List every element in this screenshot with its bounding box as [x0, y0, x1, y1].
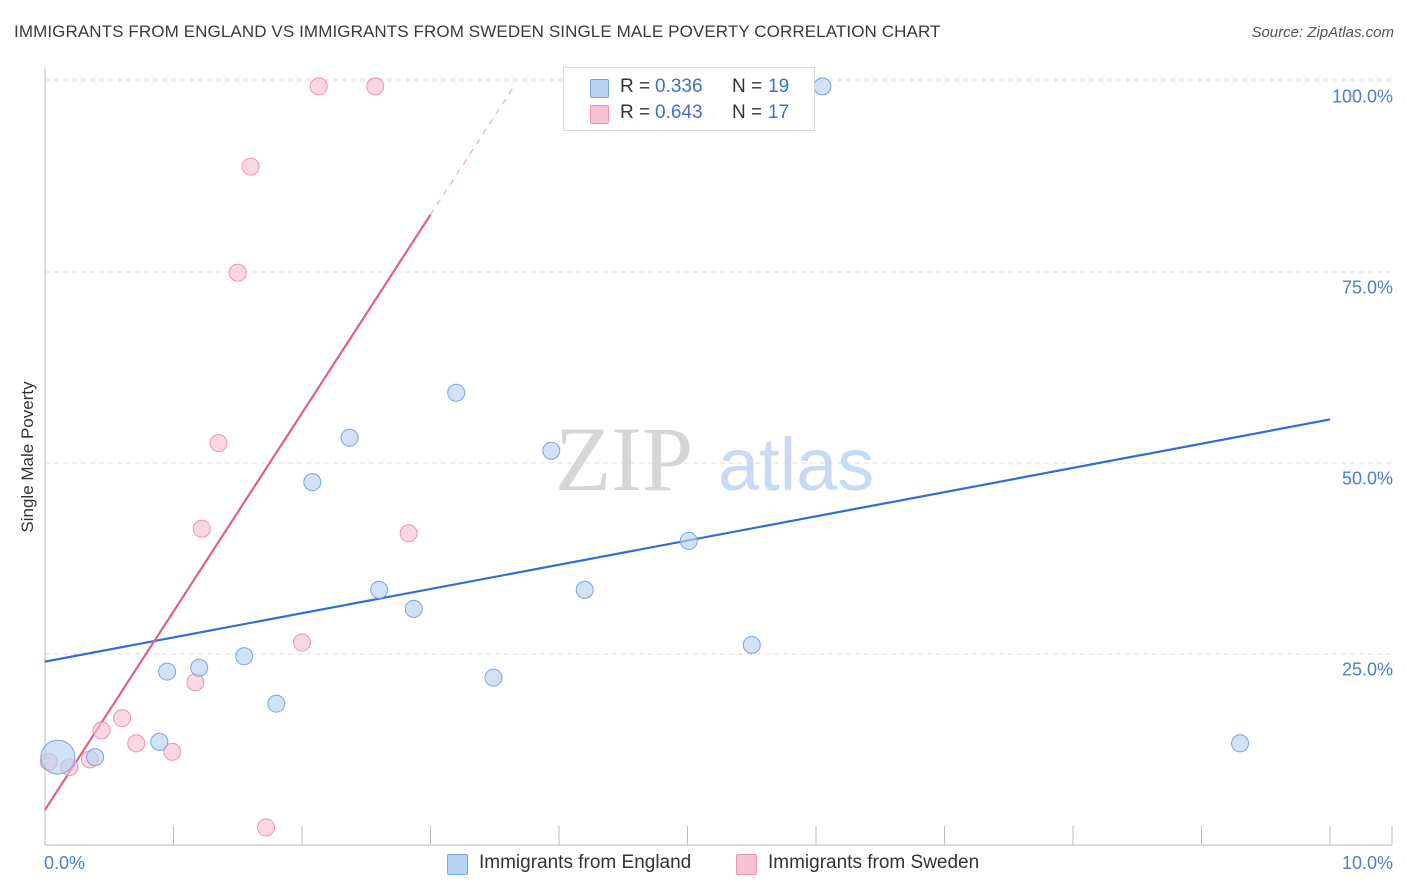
sweden-point-4 — [113, 709, 132, 728]
england-point-9 — [370, 580, 389, 599]
data-points — [39, 77, 1250, 837]
x-tick-label-min: 0.0% — [44, 853, 86, 873]
england-point-12 — [484, 668, 503, 687]
england-point-13 — [542, 441, 561, 460]
england-point-10 — [404, 599, 423, 618]
correlation-legend: R = 0.336 N = 19 R = 0.643 N = 17 — [563, 67, 815, 131]
england-swatch — [590, 79, 609, 98]
sweden-point-3 — [92, 721, 111, 740]
watermark-atlas: atlas — [718, 423, 874, 506]
sweden-legend-swatch — [736, 854, 757, 875]
y-tick-label-100: 100.0% — [1331, 86, 1393, 107]
sweden-point-13 — [293, 633, 311, 652]
england-point-6 — [267, 694, 286, 713]
england-point-1 — [86, 748, 105, 767]
england-point-16 — [742, 635, 761, 654]
england-n-value: 19 — [768, 76, 790, 97]
sweden-point-8 — [192, 519, 211, 538]
england-point-4 — [190, 658, 209, 677]
england-n-label: N = — [732, 76, 763, 97]
england-point-17 — [813, 77, 832, 96]
sweden-point-14 — [309, 77, 328, 96]
y-tick-label-50: 50.0% — [1341, 468, 1393, 489]
england-point-5 — [235, 647, 254, 666]
england-legend-swatch — [447, 854, 468, 875]
sweden-point-12 — [257, 818, 276, 837]
sweden-swatch — [590, 105, 609, 124]
england-point-2 — [150, 732, 169, 751]
sweden-r-value: 0.643 — [655, 102, 703, 123]
england-point-8 — [340, 428, 359, 447]
sweden-trendline-extension — [429, 86, 515, 216]
y-tick-label-75: 75.0% — [1341, 277, 1393, 298]
sweden-n-value: 17 — [768, 102, 790, 123]
england-point-15 — [679, 531, 698, 550]
sweden-point-6 — [163, 742, 182, 761]
england-legend-label: Immigrants from England — [479, 852, 692, 873]
england-point-3 — [158, 662, 177, 681]
chart-title: IMMIGRANTS FROM ENGLAND VS IMMIGRANTS FR… — [14, 22, 941, 41]
england-r-label: R = — [620, 76, 651, 97]
axes — [44, 68, 1393, 846]
source-label: Source: ZipAtlas.com — [1251, 24, 1394, 41]
sweden-point-5 — [127, 734, 146, 753]
england-r-value: 0.336 — [655, 76, 703, 97]
sweden-legend-label: Immigrants from Sweden — [768, 852, 980, 873]
sweden-point-16 — [399, 524, 418, 543]
sweden-point-11 — [241, 157, 260, 176]
y-tick-label-25: 25.0% — [1341, 659, 1393, 680]
england-point-18 — [1231, 734, 1250, 753]
sweden-point-10 — [228, 263, 247, 282]
england-point-0 — [40, 739, 76, 775]
sweden-n-label: N = — [732, 102, 763, 123]
england-point-11 — [447, 383, 466, 402]
x-tick-label-max: 10.0% — [1341, 853, 1393, 873]
y-axis-label: Single Male Poverty — [18, 381, 37, 533]
england-point-7 — [303, 473, 322, 492]
sweden-trendline — [44, 214, 432, 811]
sweden-point-9 — [209, 434, 228, 453]
england-point-14 — [575, 580, 594, 599]
watermark: ZIP atlas — [555, 408, 874, 510]
watermark-zip: ZIP — [555, 408, 693, 510]
sweden-r-label: R = — [620, 102, 651, 123]
sweden-point-15 — [366, 77, 385, 96]
